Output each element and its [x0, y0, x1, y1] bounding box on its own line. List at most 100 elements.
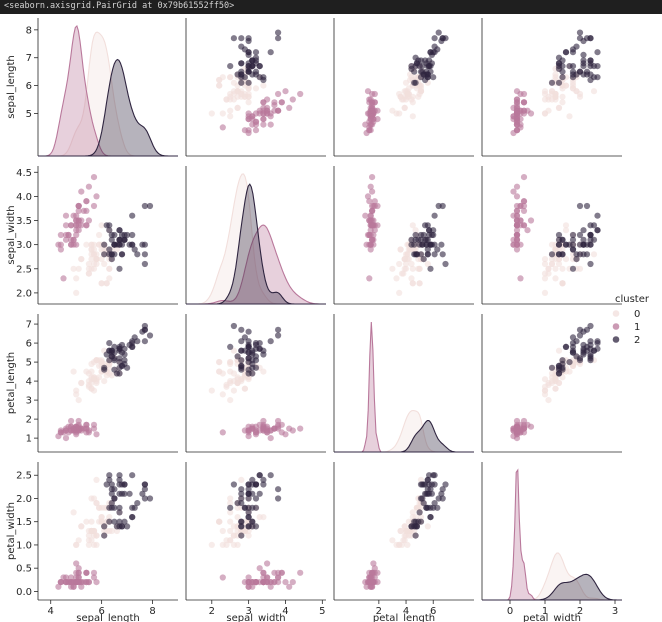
y-tick-label: 3.5	[16, 216, 32, 227]
scatter-point-cluster-1	[510, 427, 517, 434]
scatter-point-cluster-2	[431, 500, 438, 507]
scatter-point-cluster-2	[411, 79, 418, 86]
scatter-point-cluster-2	[260, 481, 267, 488]
scatter-point-cluster-1	[297, 425, 304, 432]
scatter-point-cluster-2	[106, 246, 113, 253]
scatter-point-cluster-0	[404, 541, 411, 549]
scatter-point-cluster-1	[245, 583, 252, 590]
scatter-point-cluster-0	[562, 222, 570, 229]
scatter-point-cluster-0	[424, 523, 431, 530]
scatter-point-cluster-0	[70, 509, 77, 516]
scatter-point-cluster-1	[524, 227, 531, 234]
scatter-point-cluster-1	[520, 107, 528, 114]
scatter-point-cluster-1	[510, 212, 517, 219]
scatter-point-cluster-0	[96, 231, 103, 239]
scatter-point-cluster-1	[73, 241, 80, 248]
scatter-point-cluster-2	[245, 49, 252, 56]
scatter-point-cluster-2	[129, 241, 136, 248]
scatter-point-cluster-2	[106, 504, 113, 511]
scatter-point-cluster-1	[260, 569, 267, 576]
scatter-point-cluster-2	[594, 227, 601, 234]
scatter-point-cluster-0	[396, 260, 403, 268]
scatter-point-cluster-2	[245, 35, 252, 42]
scatter-point-cluster-0	[106, 275, 113, 282]
scatter-point-cluster-1	[275, 417, 282, 425]
y-tick-label: 3.0	[16, 240, 32, 251]
x-tick-label: 4	[282, 606, 288, 617]
scatter-point-cluster-0	[238, 376, 245, 383]
scatter-point-cluster-2	[555, 236, 563, 243]
scatter-point-cluster-1	[85, 579, 92, 586]
scatter-point-cluster-0	[545, 397, 552, 404]
scatter-point-cluster-0	[216, 368, 223, 375]
scatter-point-cluster-0	[559, 93, 566, 100]
y-tick-label: 7	[26, 53, 32, 64]
scatter-point-cluster-2	[411, 68, 418, 75]
scatter-point-cluster-2	[108, 481, 115, 488]
scatter-point-cluster-1	[245, 427, 252, 434]
y-tick-label: 0.5	[16, 564, 32, 575]
scatter-point-cluster-0	[90, 532, 98, 539]
scatter-point-cluster-0	[552, 275, 559, 282]
scatter-point-cluster-0	[416, 280, 423, 287]
scatter-point-cluster-2	[245, 509, 252, 516]
scatter-point-cluster-1	[70, 583, 77, 590]
scatter-point-cluster-0	[401, 104, 408, 111]
scatter-point-cluster-0	[416, 90, 423, 98]
scatter-point-cluster-1	[367, 183, 374, 190]
scatter-point-cluster-2	[252, 495, 260, 502]
scatter-point-cluster-2	[569, 49, 577, 56]
scatter-point-cluster-2	[116, 345, 123, 352]
scatter-point-cluster-2	[116, 518, 123, 525]
scatter-point-cluster-1	[245, 574, 252, 581]
scatter-point-cluster-1	[256, 579, 263, 586]
scatter-point-cluster-2	[594, 49, 601, 56]
scatter-point-cluster-2	[587, 236, 594, 243]
scatter-point-cluster-2	[108, 490, 115, 497]
scatter-point-cluster-2	[569, 236, 577, 243]
scatter-point-cluster-1	[367, 121, 374, 128]
scatter-point-cluster-1	[90, 574, 98, 581]
scatter-point-cluster-1	[520, 174, 528, 181]
scatter-point-cluster-1	[366, 275, 373, 282]
scatter-point-cluster-1	[80, 579, 87, 586]
scatter-point-cluster-1	[252, 121, 260, 128]
scatter-point-cluster-0	[234, 379, 241, 387]
scatter-point-cluster-1	[90, 421, 98, 428]
scatter-point-cluster-2	[424, 476, 431, 483]
scatter-point-cluster-1	[367, 241, 374, 248]
scatter-point-cluster-0	[590, 88, 598, 95]
scatter-point-cluster-0	[88, 527, 95, 535]
scatter-point-cluster-1	[517, 275, 524, 282]
scatter-point-cluster-0	[88, 385, 95, 392]
scatter-point-cluster-1	[513, 207, 521, 214]
scatter-point-cluster-1	[367, 246, 374, 253]
scatter-point-cluster-2	[424, 236, 431, 243]
scatter-point-cluster-0	[98, 518, 105, 525]
scatter-point-cluster-0	[223, 383, 230, 390]
scatter-point-cluster-0	[227, 90, 234, 98]
y-tick-label: 1	[26, 434, 32, 445]
scatter-point-cluster-0	[541, 260, 549, 268]
scatter-point-cluster-0	[90, 265, 98, 272]
scatter-point-cluster-0	[227, 74, 234, 81]
scatter-point-cluster-1	[282, 579, 289, 586]
scatter-point-cluster-0	[78, 379, 85, 387]
scatter-point-cluster-2	[230, 35, 237, 42]
scatter-point-cluster-0	[252, 85, 260, 92]
scatter-point-cluster-0	[73, 387, 80, 394]
scatter-point-cluster-2	[131, 246, 138, 253]
scatter-point-cluster-1	[68, 574, 75, 581]
scatter-point-cluster-2	[121, 518, 128, 525]
legend-marker-cluster-2	[612, 336, 620, 343]
scatter-point-cluster-2	[416, 63, 423, 70]
y-axis-label-sepal_length: sepal_length	[6, 55, 17, 119]
scatter-point-cluster-2	[227, 504, 234, 511]
scatter-point-cluster-2	[426, 63, 433, 70]
scatter-point-cluster-0	[396, 541, 403, 549]
scatter-point-cluster-2	[417, 236, 425, 243]
scatter-point-cluster-2	[580, 57, 587, 64]
scatter-point-cluster-2	[411, 518, 418, 525]
scatter-point-cluster-1	[370, 202, 377, 210]
scatter-point-cluster-0	[401, 256, 408, 263]
